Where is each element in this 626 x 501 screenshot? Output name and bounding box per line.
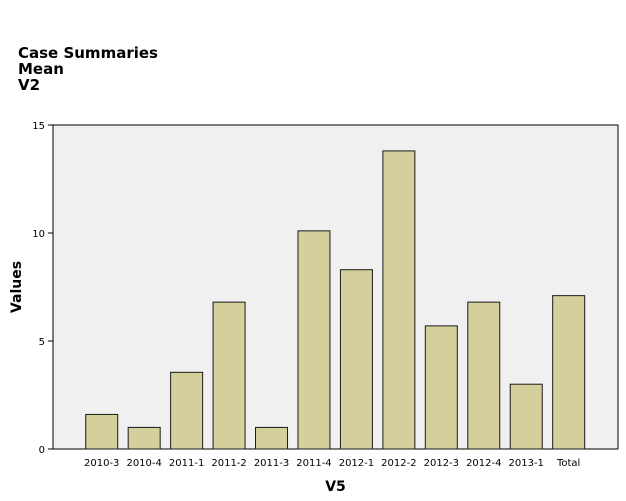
- x-tick-label: 2010-3: [84, 458, 119, 469]
- chart-variable-label: V2: [18, 76, 41, 94]
- x-tick-label: 2012-3: [424, 458, 459, 469]
- x-tick-label: 2011-1: [169, 458, 204, 469]
- x-tick-label: 2011-2: [211, 458, 246, 469]
- bar-2010-3: [85, 413, 119, 450]
- bar-2012-3: [424, 325, 458, 450]
- x-tick-label: 2011-4: [296, 458, 331, 469]
- x-tick-label: Total: [556, 458, 580, 469]
- bar-2013-1: [509, 383, 543, 450]
- y-tick-label: 10: [32, 229, 45, 240]
- bar-2011-3: [255, 426, 289, 450]
- y-tick-label: 15: [32, 121, 45, 132]
- chart-statistic-label: Mean: [18, 60, 64, 78]
- y-tick-label: 0: [39, 445, 45, 456]
- chart-title: Case Summaries: [18, 44, 158, 62]
- x-tick-label: 2011-3: [254, 458, 289, 469]
- bar-2012-4: [467, 301, 501, 450]
- bar-2011-4: [297, 230, 331, 450]
- bar-2011-1: [170, 371, 204, 450]
- x-tick-label: 2012-4: [466, 458, 501, 469]
- chart-titles: Case Summaries Mean V2: [18, 45, 158, 93]
- x-tick-label: 2010-4: [126, 458, 161, 469]
- bar-2012-2: [382, 150, 416, 450]
- bar-2012-1: [339, 269, 373, 450]
- y-axis: 0 5 10 15: [32, 121, 53, 456]
- x-axis: 2010-3 2010-4 2011-1 2011-2 2011-3 2011-4 2012…: [84, 458, 580, 469]
- x-tick-label: 2012-2: [381, 458, 416, 469]
- y-tick-label: 5: [39, 337, 45, 348]
- x-axis-title: V5: [325, 479, 346, 495]
- x-tick-label: 2012-1: [339, 458, 374, 469]
- bars-group: [85, 150, 586, 450]
- y-axis-title: Values: [9, 261, 25, 313]
- x-tick-label: 2013-1: [509, 458, 544, 469]
- bar-2010-4: [127, 426, 161, 450]
- bar-Total: [552, 295, 586, 450]
- bar-2011-2: [212, 301, 246, 450]
